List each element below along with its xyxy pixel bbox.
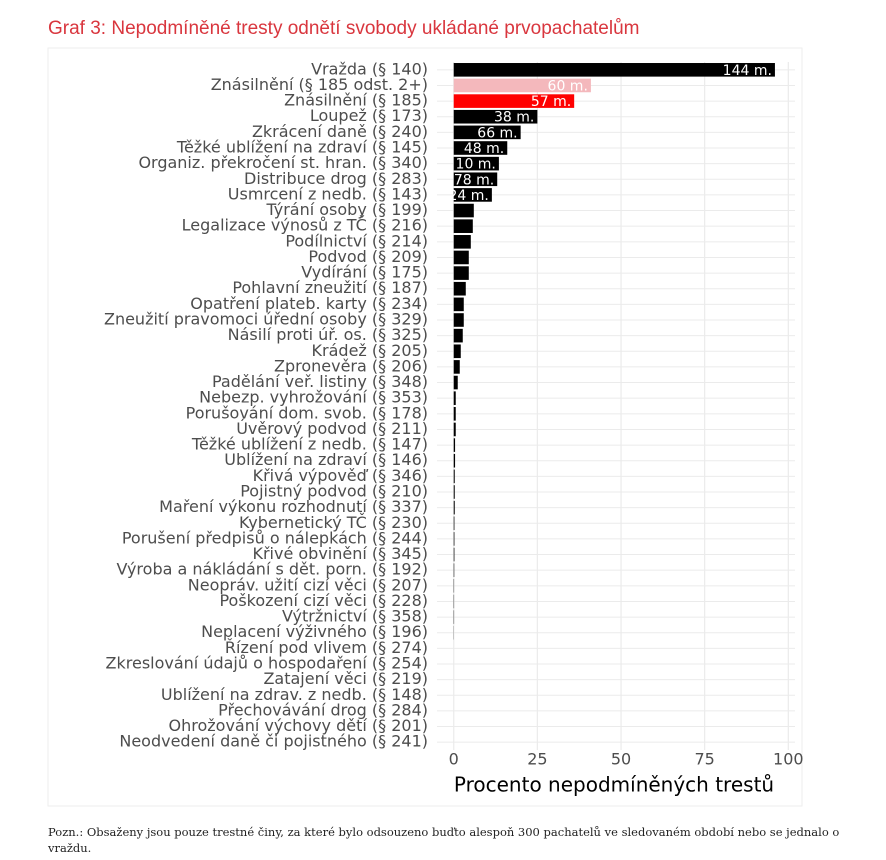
y-tick-label: Řízení pod vlivem (§ 274)	[225, 638, 428, 657]
bar	[453, 469, 455, 484]
y-tick-label: Poškození cizí věci (§ 228)	[219, 591, 428, 610]
bar-label: 10 m.	[456, 157, 496, 173]
bar	[453, 63, 775, 77]
y-tick-label: Podílnictví (§ 214)	[285, 231, 428, 250]
bar	[453, 281, 466, 296]
y-tick-label: Porušení předpisů o nálepkách (§ 244)	[122, 528, 428, 547]
footnote: Pozn.: Obsaženy jsou pouze trestné činy,…	[48, 825, 840, 855]
bar-label: 38 m.	[494, 110, 534, 126]
y-tick-label: Týrání osoby (§ 199)	[265, 200, 428, 219]
y-tick-label: Těžké ublížení z nedb. (§ 147)	[191, 435, 428, 454]
bar	[453, 219, 473, 233]
y-tick-label: Zatajení věci (§ 219)	[263, 669, 428, 688]
bar	[453, 94, 575, 108]
y-tick-label: Pohlavní zneužití (§ 187)	[232, 278, 428, 297]
bar	[453, 235, 471, 249]
x-tick-label: 50	[611, 750, 631, 769]
bar	[453, 422, 456, 437]
y-tick-label: Podvod (§ 209)	[308, 247, 428, 266]
bar	[453, 250, 469, 265]
y-tick-label: Křivé obvinění (§ 345)	[252, 544, 428, 563]
bar	[453, 516, 455, 531]
y-tick-label: Legalizace výnosů z TČ (§ 216)	[182, 216, 428, 235]
bar	[453, 141, 508, 155]
y-tick-label: Usmrcení z nedb. (§ 143)	[228, 184, 428, 203]
panel-border	[47, 47, 803, 807]
y-tick-label: Křivá výpověď (§ 346)	[253, 466, 428, 485]
bar-label: 48 m.	[464, 141, 504, 157]
y-tick-label: Výroba a nákládání s dět. porn. (§ 192)	[116, 560, 428, 579]
bar	[453, 172, 498, 187]
bar	[453, 109, 538, 124]
y-tick-label: Znásilnění (§ 185)	[284, 91, 428, 110]
y-tick-label: Znásilnění (§ 185 odst. 2+)	[211, 75, 428, 94]
y-tick-label: Maření výkonu rozhodnutí (§ 337)	[159, 497, 428, 516]
bar	[453, 391, 456, 405]
x-tick-label: 25	[527, 750, 547, 769]
y-tick-label: Zkreslování údajů o hospodaření (§ 254)	[106, 654, 428, 673]
bar-label: 144 m.	[723, 63, 772, 79]
bar	[453, 407, 456, 421]
bar	[453, 188, 492, 202]
y-tick-label: Nebezp. vyhrožování (§ 353)	[199, 388, 428, 407]
bar	[453, 313, 464, 327]
y-tick-label: Ublížení na zdraví (§ 146)	[224, 450, 428, 469]
bar	[453, 297, 464, 312]
y-tick-label: Krádež (§ 205)	[312, 341, 428, 360]
y-tick-label: Pojistný podvod (§ 210)	[240, 482, 428, 501]
bar	[453, 328, 463, 343]
x-tick-label: 75	[694, 750, 714, 769]
bar	[453, 563, 455, 577]
y-tick-label: Neodvedení daně či pojistného (§ 241)	[119, 732, 428, 751]
y-tick-label: Vydírání (§ 175)	[301, 263, 428, 282]
y-tick-label: Těžké ublížení na zdraví (§ 145)	[176, 138, 428, 157]
bar-label: 24 m.	[449, 188, 489, 204]
bar	[453, 500, 455, 515]
bar-label: 57 m.	[531, 94, 571, 110]
y-tick-label: Organiz. překročení st. hran. (§ 340)	[138, 153, 428, 172]
y-tick-label: Loupež (§ 173)	[310, 106, 428, 125]
bar	[453, 485, 455, 499]
y-tick-label: Vražda (§ 140)	[311, 59, 428, 78]
y-tick-label: Porušování dom. svob. (§ 178)	[186, 403, 428, 422]
bar-label: 78 m.	[454, 172, 494, 188]
bar	[453, 78, 591, 93]
bar	[453, 266, 469, 280]
y-tick-label: Ublížení na zdrav. z nedb. (§ 148)	[161, 685, 428, 704]
bar	[453, 532, 455, 546]
bar	[453, 203, 474, 218]
y-tick-label: Kybernetický TČ (§ 230)	[239, 513, 428, 532]
y-tick-label: Zneužití pravomoci úřední osoby (§ 329)	[104, 310, 428, 329]
bar	[453, 438, 456, 452]
bar	[453, 344, 461, 359]
chart-title: Graf 3: Nepodmíněné tresty odnětí svobod…	[48, 18, 640, 39]
y-tick-label: Výtržnictví (§ 358)	[282, 607, 428, 626]
bar	[453, 360, 460, 374]
x-axis-title: Procento nepodmíněných trestů	[454, 773, 774, 797]
y-tick-label: Opatření plateb. karty (§ 234)	[190, 294, 428, 313]
y-tick-label: Násilí proti úř. os. (§ 325)	[228, 325, 428, 344]
bar-label: 60 m.	[548, 78, 588, 94]
y-tick-label: Padělání veř. listiny (§ 348)	[212, 372, 428, 391]
y-tick-label: Ohrožování výchovy dětí (§ 201)	[169, 716, 428, 735]
x-tick-label: 100	[773, 750, 804, 769]
y-tick-label: Úvěrový podvod (§ 211)	[236, 419, 428, 438]
y-tick-label: Distribuce drog (§ 283)	[244, 169, 428, 188]
chart: Procento nepodmíněných trestů 0 25 50 75 100…	[47, 47, 804, 807]
x-tick-label: 0	[449, 750, 459, 769]
bar	[453, 547, 455, 562]
bar	[453, 453, 456, 468]
bar	[453, 375, 458, 390]
y-tick-label: Neplacení výživného (§ 196)	[201, 622, 428, 641]
y-tick-label: Přechovávání drog (§ 284)	[218, 700, 428, 719]
y-tick-label: Neopráv. užití cizí věci (§ 207)	[188, 575, 428, 594]
bar-label: 66 m.	[477, 125, 517, 141]
y-tick-label: Zpronevěra (§ 206)	[274, 356, 428, 375]
y-tick-label: Zkrácení daně (§ 240)	[252, 122, 428, 141]
bar	[453, 156, 499, 171]
bar	[453, 125, 521, 140]
